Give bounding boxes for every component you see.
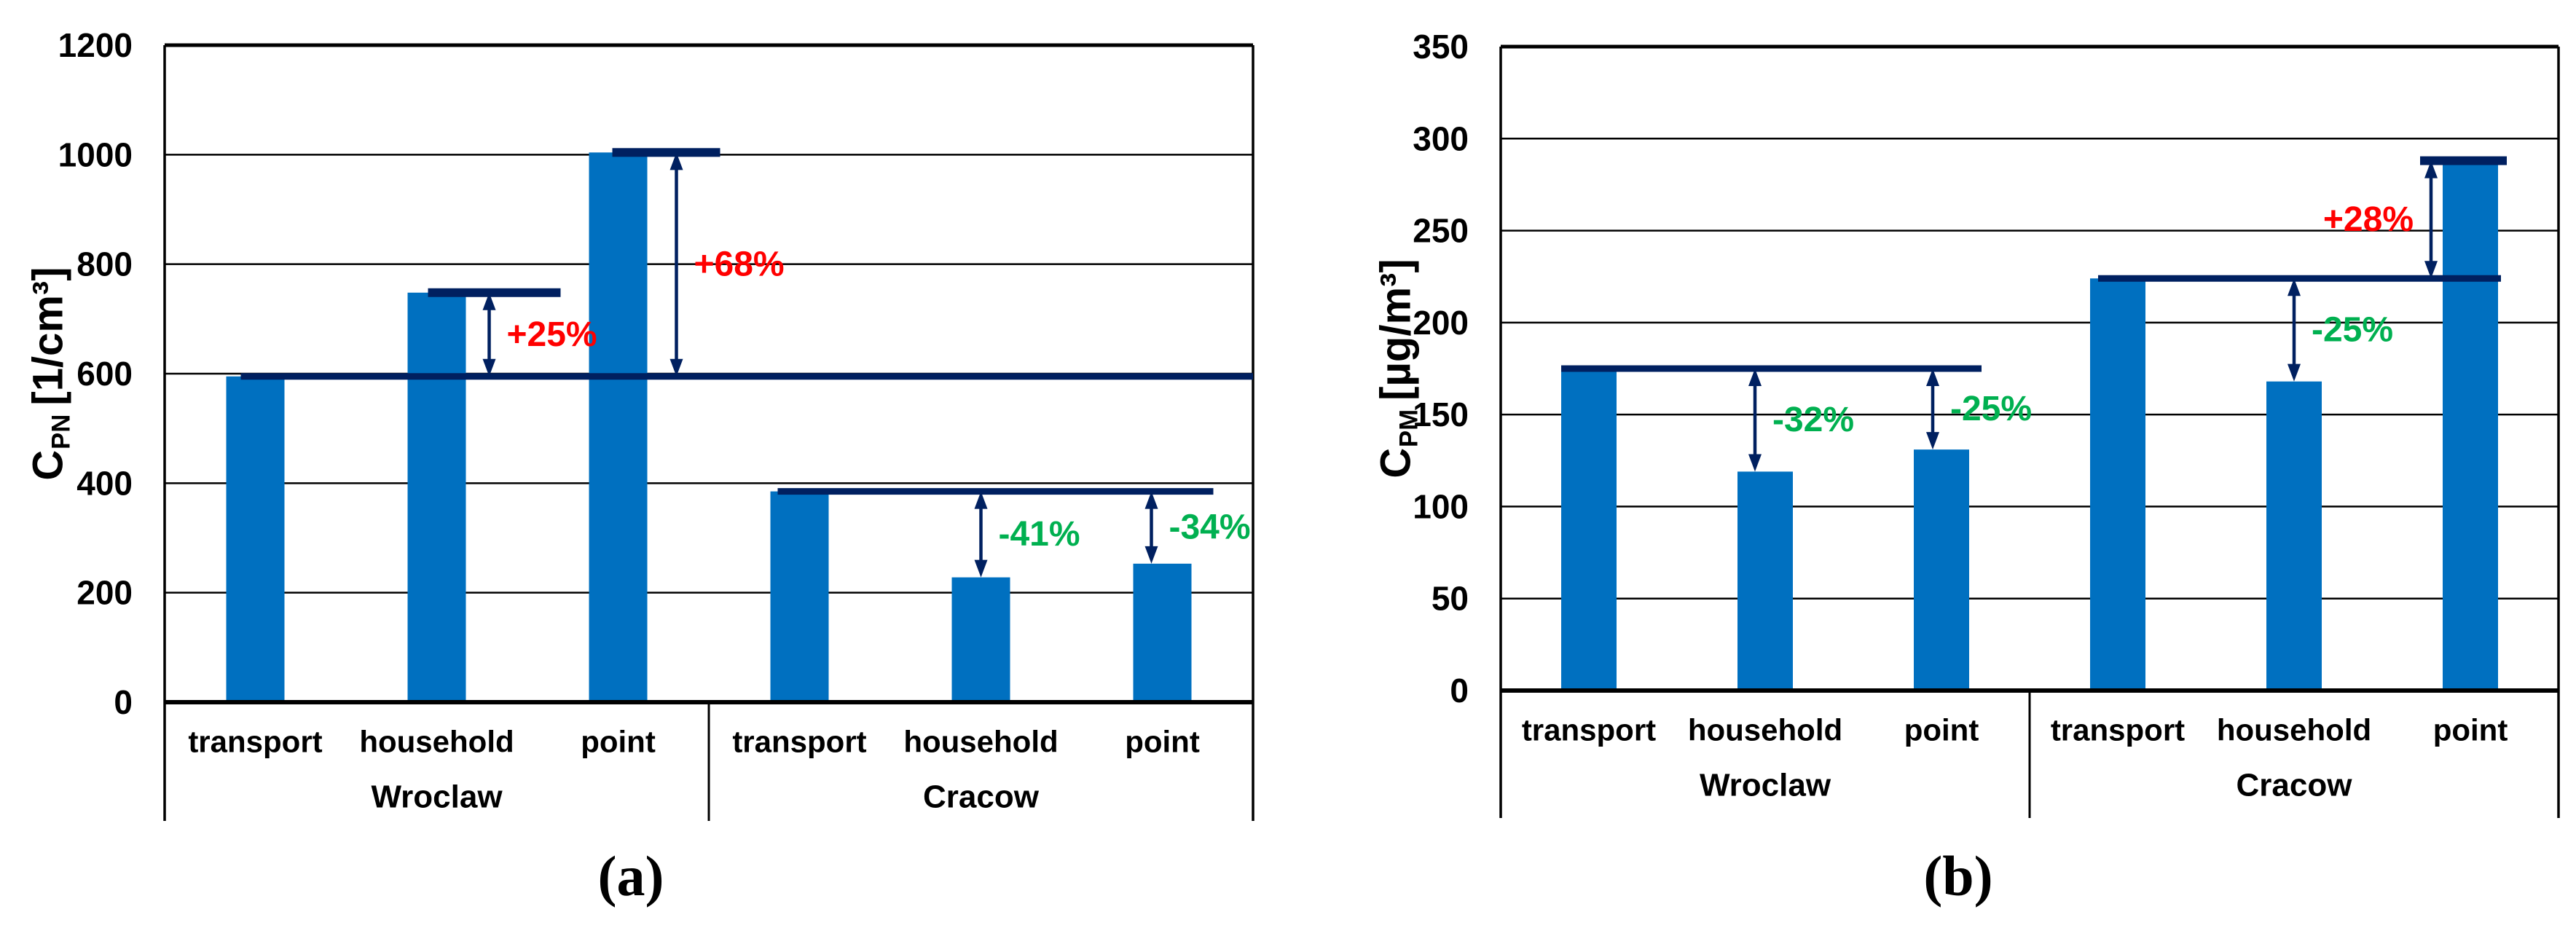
annotation-a--34pct-label: -34% (1169, 508, 1251, 547)
y-axis-title-panel-a: CPN [1/cm³] (24, 267, 76, 481)
ytick-label-b-100: 100 (1413, 487, 1469, 525)
annotation-a-plus68pct-arrowhead-up (669, 152, 683, 170)
ytick-label-a-1000: 1000 (58, 135, 133, 173)
ytick-label-b-200: 200 (1413, 304, 1469, 342)
category-label-cracow-point: point (2433, 713, 2508, 747)
group-label-wroclaw: Wroclaw (371, 779, 503, 815)
y-axis-unit-b: [µg/m³] (1372, 259, 1420, 401)
bar-cracow-transport (770, 491, 829, 702)
ytick-label-a-400: 400 (76, 464, 133, 502)
annotation-a-plus25pct-label: +25% (507, 315, 597, 354)
category-label-wroclaw-transport: transport (188, 725, 322, 759)
bar-wroclaw-transport (1561, 369, 1617, 691)
ytick-label-a-1200: 1200 (58, 26, 133, 64)
category-label-wroclaw-transport: transport (1522, 713, 1656, 747)
category-label-cracow-transport: transport (732, 725, 866, 759)
y-axis-symbol-a: C (24, 449, 72, 481)
bar-wroclaw-transport (226, 376, 285, 702)
ytick-label-a-200: 200 (76, 574, 133, 612)
ytick-label-b-300: 300 (1413, 119, 1469, 157)
y-axis-title-panel-b: CPM [µg/m³] (1372, 259, 1424, 479)
ytick-label-b-0: 0 (1450, 672, 1469, 709)
category-label-wroclaw-household: household (1688, 713, 1842, 747)
annotation-a-plus68pct-label: +68% (694, 245, 785, 284)
bar-wroclaw-point (1914, 449, 1969, 691)
annotation-b--25pct-arrowhead-up (1926, 369, 1939, 386)
bar-cracow-point (1133, 563, 1192, 702)
bar-top-cap-b-288 (2420, 156, 2507, 165)
annotation-b--32pct-label: -32% (1772, 401, 1854, 439)
annotation-b--25pct-arrowhead-down (2288, 363, 2301, 382)
bar-cracow-household (2266, 381, 2322, 691)
y-axis-symbol-b: C (1372, 447, 1420, 479)
annotation-b-plus28pct-label: +28% (2323, 200, 2414, 239)
category-label-cracow-household: household (903, 725, 1058, 759)
annotation-b--32pct-arrowhead-up (1748, 369, 1762, 386)
group-label-cracow: Cracow (2237, 768, 2353, 803)
annotation-b-plus28pct-arrowhead-up (2424, 160, 2438, 178)
bar-wroclaw-household (407, 292, 466, 703)
bar-cracow-household (951, 577, 1010, 702)
y-axis-subscript-b: PM (1394, 409, 1424, 448)
annotation-a--41pct-label: -41% (999, 515, 1080, 554)
reference-line-b-175 (1561, 365, 1982, 372)
annotation-b--32pct-arrowhead-down (1748, 454, 1762, 472)
annotation-a--41pct-arrowhead-down (974, 559, 988, 578)
category-label-wroclaw-point: point (581, 725, 656, 759)
category-label-cracow-point: point (1125, 725, 1200, 759)
annotation-a--34pct-arrowhead-down (1144, 546, 1158, 564)
bar-wroclaw-household (1737, 471, 1793, 691)
y-axis-subscript-a: PN (47, 414, 76, 449)
ytick-label-a-800: 800 (76, 245, 133, 283)
ytick-label-b-350: 350 (1413, 28, 1469, 66)
annotation-b--25pct-arrowhead-down (1926, 432, 1939, 450)
ytick-label-b-150: 150 (1413, 396, 1469, 433)
bar-top-cap-a-1004 (612, 148, 720, 157)
caption-panel-b: (b) (1923, 844, 1993, 908)
annotation-b--25pct-arrowhead-up (2288, 278, 2301, 296)
bar-wroclaw-point (589, 152, 648, 702)
annotation-a--41pct-arrowhead-up (974, 491, 988, 509)
category-label-wroclaw-household: household (359, 725, 514, 759)
category-label-wroclaw-point: point (1904, 713, 1979, 747)
annotation-a-plus25pct-arrowhead-down (482, 358, 496, 377)
annotation-a-plus25pct-arrowhead-up (482, 292, 496, 310)
bar-top-cap-a-748 (428, 288, 561, 297)
caption-panel-a: (a) (597, 844, 664, 908)
annotation-b-plus28pct-arrowhead-down (2424, 261, 2438, 279)
ytick-label-a-0: 0 (114, 683, 133, 721)
reference-line-a-595 (240, 373, 1253, 380)
group-label-wroclaw: Wroclaw (1700, 768, 1831, 803)
ytick-label-b-50: 50 (1432, 580, 1469, 618)
annotation-a-plus68pct-arrowhead-down (669, 358, 683, 377)
annotation-b--25pct-label: -25% (2312, 310, 2393, 349)
category-label-cracow-household: household (2217, 713, 2371, 747)
reference-line-b-224 (2098, 275, 2501, 282)
annotation-b--25pct-label: -25% (1950, 390, 2032, 428)
annotation-a--34pct-arrowhead-up (1144, 491, 1158, 509)
category-label-cracow-transport: transport (2051, 713, 2185, 747)
reference-line-a-385 (777, 488, 1214, 495)
bar-cracow-point (2443, 160, 2498, 691)
bar-cracow-transport (2090, 278, 2145, 691)
y-axis-unit-a: [1/cm³] (24, 267, 72, 406)
ytick-label-a-600: 600 (76, 355, 133, 393)
ytick-label-b-250: 250 (1413, 212, 1469, 250)
group-label-cracow: Cracow (923, 779, 1040, 815)
